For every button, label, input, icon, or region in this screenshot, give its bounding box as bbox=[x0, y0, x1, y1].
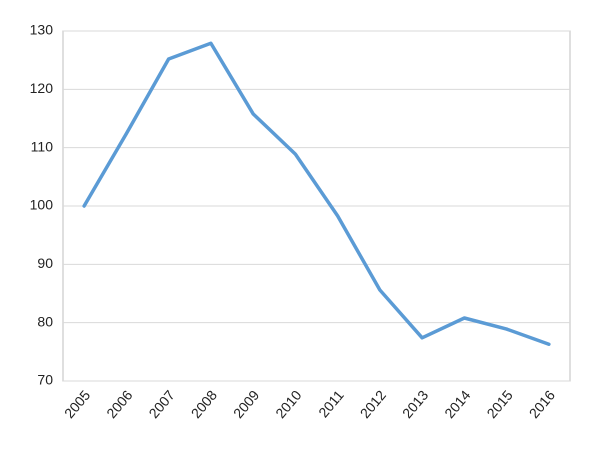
y-tick-label: 80 bbox=[37, 313, 53, 329]
y-tick-label: 130 bbox=[30, 22, 54, 38]
x-tick-label: 2016 bbox=[526, 387, 558, 421]
x-tick-label: 2012 bbox=[357, 387, 389, 421]
x-tick-label: 2007 bbox=[145, 387, 177, 421]
y-tick-label: 70 bbox=[37, 372, 53, 388]
x-tick-label: 2010 bbox=[272, 387, 304, 421]
x-tick-label: 2009 bbox=[230, 387, 262, 421]
x-tick-label: 2005 bbox=[61, 387, 93, 421]
y-tick-label: 90 bbox=[37, 255, 53, 271]
x-tick-label: 2008 bbox=[188, 387, 220, 421]
y-tick-label: 110 bbox=[31, 138, 54, 154]
x-tick-label: 2011 bbox=[315, 387, 347, 421]
y-tick-label: 120 bbox=[30, 80, 54, 96]
y-tick-label: 100 bbox=[30, 197, 54, 213]
x-tick-label: 2015 bbox=[483, 387, 515, 421]
line bbox=[82, 41, 551, 346]
x-tick-label: 2006 bbox=[103, 387, 135, 421]
x-tick-label: 2014 bbox=[441, 387, 473, 421]
x-tick-label: 2013 bbox=[399, 387, 431, 421]
